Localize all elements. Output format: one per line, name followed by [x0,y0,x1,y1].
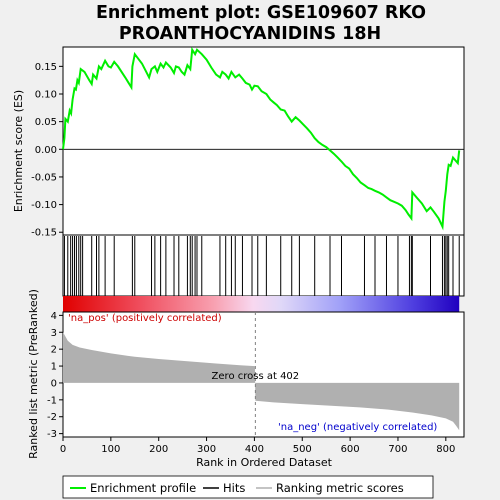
x-tick-label: 500 [293,444,312,455]
es-y-tick-label: -0.10 [31,200,57,211]
es-y-tick-label: 0.15 [35,62,57,73]
x-tick-label: 800 [436,444,455,455]
x-tick-label: 300 [197,444,216,455]
zero-cross-label: Zero cross at 402 [212,371,300,382]
ranked-y-tick-label: 0 [51,378,57,389]
rank-color-bar [63,296,460,312]
ranked-y-tick-label: 4 [51,311,57,322]
legend-hits-label: Hits [223,481,245,495]
x-tick-label: 600 [341,444,360,455]
positive-correlation-label: 'na_pos' (positively correlated) [68,313,222,324]
ranked-y-tick-label: 2 [51,345,57,356]
hits-panel-frame [62,234,465,297]
legend-box [62,475,434,499]
es-y-axis-label: Enrichment score (ES) [12,90,25,212]
es-y-tick-label: -0.05 [31,172,57,183]
ranking-metric-area [63,332,460,431]
chart-title-line1: Enrichment plot: GSE109607 RKO [96,3,426,23]
enrichment-profile-line [62,46,461,231]
x-tick-label: 200 [149,444,168,455]
ranked-y-axis: 4 3 2 1 0 -1 -2 -3 [47,311,63,440]
legend-ranking-label: Ranking metric scores [276,481,404,495]
es-y-tick-label: 0.10 [35,90,57,101]
hit-markers [63,236,460,296]
ranked-y-axis-label: Ranked list metric (PreRanked) [27,289,40,459]
legend-enrichment-label: Enrichment profile [90,481,196,495]
ranked-y-tick-label: -3 [47,429,57,440]
es-y-tick-label: -0.15 [31,228,57,239]
x-tick-label: 100 [101,444,120,455]
x-tick-label: 0 [60,444,66,455]
ranked-y-tick-label: -2 [47,412,57,423]
chart-title-line2: PROANTHOCYANIDINS 18H [119,24,381,44]
x-tick-label: 400 [245,444,264,455]
es-y-tick-label: 0.00 [35,145,57,156]
x-tick-label: 700 [388,444,407,455]
negative-correlation-label: 'na_neg' (negatively correlated) [278,422,437,433]
ranked-y-tick-label: 1 [51,362,57,373]
es-y-axis: 0.15 0.10 0.05 0.00 -0.05 -0.10 -0.15 [31,62,63,239]
x-axis-label: Rank in Ordered Dataset [196,456,333,469]
x-axis: 0 100 200 300 400 500 600 700 800 [60,437,455,455]
ranked-y-tick-label: -1 [47,395,57,406]
es-y-tick-label: 0.05 [35,117,57,128]
ranked-y-tick-label: 3 [51,328,57,339]
